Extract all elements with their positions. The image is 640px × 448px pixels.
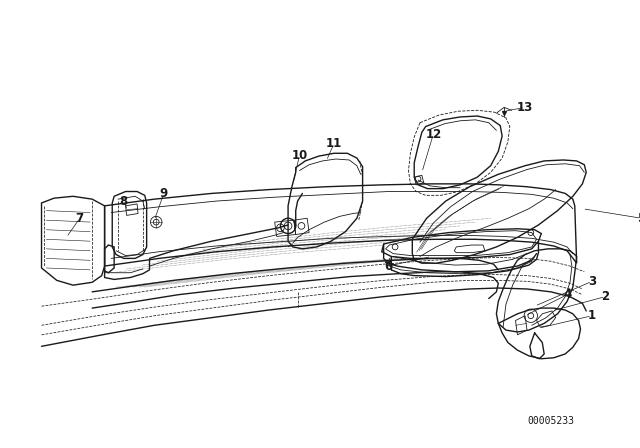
Text: 4: 4 bbox=[563, 288, 572, 301]
Text: 5: 5 bbox=[637, 212, 640, 225]
Text: 12: 12 bbox=[425, 128, 442, 141]
Text: 8: 8 bbox=[120, 194, 128, 207]
Text: 6: 6 bbox=[384, 259, 392, 272]
Text: 1: 1 bbox=[588, 309, 596, 322]
Text: 3: 3 bbox=[588, 275, 596, 288]
Text: 9: 9 bbox=[160, 187, 168, 200]
Text: 00005233: 00005233 bbox=[528, 416, 575, 426]
Text: 10: 10 bbox=[291, 149, 308, 162]
Text: 13: 13 bbox=[517, 101, 533, 114]
Text: 2: 2 bbox=[601, 290, 609, 303]
Text: 7: 7 bbox=[76, 212, 84, 225]
Text: 11: 11 bbox=[326, 137, 342, 150]
